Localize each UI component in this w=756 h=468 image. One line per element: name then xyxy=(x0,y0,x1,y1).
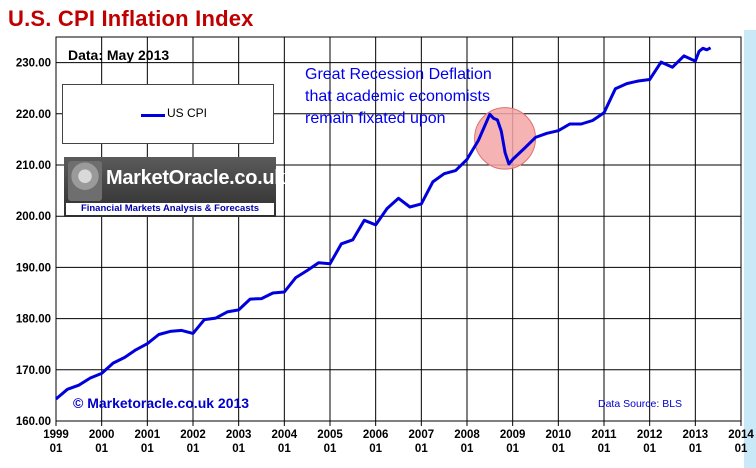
copyright-notice: © Marketoracle.co.uk 2013 xyxy=(73,395,250,411)
x-tick-label-month: 01 xyxy=(369,443,382,455)
x-tick-label-year: 2001 xyxy=(135,429,161,441)
x-tick-label-month: 01 xyxy=(141,443,154,455)
x-tick-label-month: 01 xyxy=(735,443,748,455)
x-tick-label-month: 01 xyxy=(50,443,63,455)
x-tick-label-month: 01 xyxy=(232,443,245,455)
x-tick-label-month: 01 xyxy=(643,443,656,455)
legend-label-us-cpi: US CPI xyxy=(167,106,208,120)
highlight-layer xyxy=(474,107,536,170)
x-tick-label-year: 2006 xyxy=(363,429,389,441)
x-tick-label-year: 1999 xyxy=(43,429,69,441)
annotation-line-3: remain fixated upon xyxy=(305,110,446,127)
chart-title: U.S. CPI Inflation Index xyxy=(8,6,254,31)
y-axis: 160.00 170.00 180.00 190.00 200.00 210.00 220.… xyxy=(16,58,51,428)
y-tick-label: 210.00 xyxy=(16,160,51,172)
y-tick-label: 200.00 xyxy=(16,211,51,223)
x-tick-label-year: 2007 xyxy=(409,429,435,441)
deflation-highlight-circle xyxy=(474,107,536,170)
data-source-label: Data Source: BLS xyxy=(598,398,683,410)
legend: US CPI xyxy=(62,84,274,144)
x-tick-label-month: 01 xyxy=(461,443,474,455)
x-tick-label-year: 2010 xyxy=(546,429,572,441)
annotation-line-2: that academic economists xyxy=(305,88,490,105)
y-tick-label: 190.00 xyxy=(16,262,51,274)
x-tick-label-year: 2011 xyxy=(592,429,618,441)
annotation-line-1: Great Recession Deflation xyxy=(305,66,492,83)
x-tick-label-month: 01 xyxy=(95,443,108,455)
x-tick-label-year: 2014 xyxy=(728,429,754,441)
x-tick-label-year: 2013 xyxy=(683,429,709,441)
line-layer xyxy=(55,46,712,401)
x-tick-label-month: 01 xyxy=(187,443,200,455)
x-tick-label-year: 2000 xyxy=(89,429,115,441)
x-tick-label-year: 2004 xyxy=(272,429,298,441)
y-tick-label: 160.00 xyxy=(16,416,51,428)
data-date-label: Data: May 2013 xyxy=(68,47,170,63)
x-tick-label-year: 2009 xyxy=(500,429,526,441)
x-tick-label-month: 01 xyxy=(324,443,337,455)
legend-swatch-us-cpi xyxy=(141,114,165,117)
x-tick-label-year: 2005 xyxy=(317,429,343,441)
x-tick-label-year: 2002 xyxy=(180,429,206,441)
x-tick-label-year: 2003 xyxy=(226,429,252,441)
window-edge-band xyxy=(744,30,756,468)
marketoracle-logo: MarketOracle.co.uk Financial Markets Ana… xyxy=(64,157,285,217)
x-tick-label-month: 01 xyxy=(415,443,428,455)
y-tick-label: 180.00 xyxy=(16,314,51,326)
logo-tagline: Financial Markets Analysis & Forecasts xyxy=(66,203,274,215)
x-tick-label-year: 2008 xyxy=(454,429,480,441)
y-tick-label: 220.00 xyxy=(16,109,51,121)
x-tick-label-month: 01 xyxy=(278,443,291,455)
x-tick-label-year: 2012 xyxy=(637,429,663,441)
x-axis: 1999 01 2000 01 2001 01 2002 01 2003 01 2004 01 2005… xyxy=(43,421,754,455)
series-line-us-cpi xyxy=(55,46,712,401)
x-tick-label-month: 01 xyxy=(689,443,702,455)
y-tick-label: 170.00 xyxy=(16,365,51,377)
x-tick-label-month: 01 xyxy=(552,443,565,455)
thinker-statue-icon xyxy=(68,161,102,201)
x-tick-label-month: 01 xyxy=(506,443,519,455)
logo-text: MarketOracle.co.uk xyxy=(106,167,286,189)
y-tick-label: 230.00 xyxy=(16,58,51,70)
x-tick-label-month: 01 xyxy=(598,443,611,455)
